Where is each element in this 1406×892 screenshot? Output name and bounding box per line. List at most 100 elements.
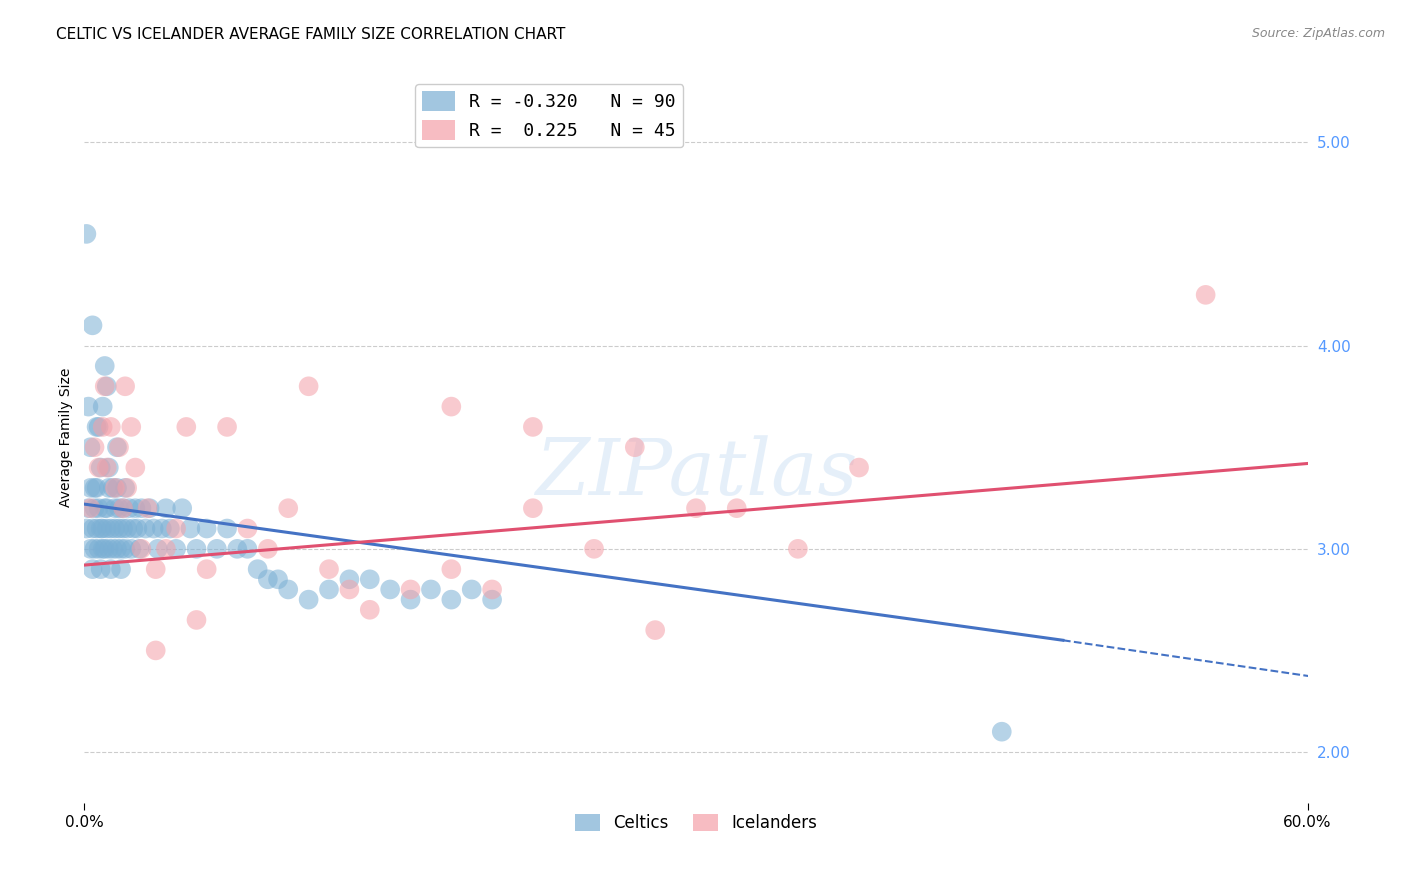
- Point: [101, 481, 124, 495]
- Point: [267, 572, 290, 586]
- Point: [787, 541, 810, 556]
- Point: [83, 481, 105, 495]
- Point: [91, 521, 114, 535]
- Point: [195, 562, 218, 576]
- Point: [172, 501, 194, 516]
- Point: [120, 541, 142, 556]
- Point: [104, 481, 127, 495]
- Point: [105, 440, 128, 454]
- Point: [159, 521, 181, 535]
- Point: [165, 541, 187, 556]
- Point: [420, 582, 443, 597]
- Point: [522, 501, 544, 516]
- Point: [100, 420, 122, 434]
- Point: [87, 501, 110, 516]
- Point: [257, 572, 280, 586]
- Point: [277, 582, 299, 597]
- Point: [91, 420, 114, 434]
- Text: CELTIC VS ICELANDER AVERAGE FAMILY SIZE CORRELATION CHART: CELTIC VS ICELANDER AVERAGE FAMILY SIZE …: [56, 27, 565, 42]
- Point: [100, 521, 122, 535]
- Point: [105, 541, 128, 556]
- Point: [77, 400, 100, 414]
- Point: [174, 420, 197, 434]
- Point: [97, 481, 120, 495]
- Point: [93, 379, 115, 393]
- Point: [79, 541, 101, 556]
- Point: [112, 501, 135, 516]
- Point: [142, 521, 165, 535]
- Point: [115, 481, 138, 495]
- Point: [380, 582, 402, 597]
- Point: [114, 379, 136, 393]
- Point: [79, 501, 101, 516]
- Point: [127, 521, 149, 535]
- Point: [145, 643, 167, 657]
- Point: [93, 541, 115, 556]
- Point: [82, 562, 104, 576]
- Point: [87, 541, 110, 556]
- Point: [165, 521, 187, 535]
- Point: [105, 481, 128, 495]
- Point: [87, 460, 110, 475]
- Point: [108, 521, 131, 535]
- Point: [991, 724, 1014, 739]
- Point: [114, 541, 136, 556]
- Point: [87, 420, 110, 434]
- Point: [82, 318, 104, 333]
- Point: [1195, 288, 1218, 302]
- Point: [93, 359, 115, 373]
- Point: [298, 592, 321, 607]
- Point: [82, 521, 104, 535]
- Point: [97, 541, 120, 556]
- Point: [481, 582, 503, 597]
- Y-axis label: Average Family Size: Average Family Size: [59, 368, 73, 507]
- Point: [461, 582, 484, 597]
- Point: [93, 501, 115, 516]
- Point: [440, 562, 463, 576]
- Point: [124, 501, 146, 516]
- Point: [91, 541, 114, 556]
- Point: [359, 603, 381, 617]
- Point: [644, 623, 666, 637]
- Point: [440, 400, 463, 414]
- Point: [108, 440, 131, 454]
- Point: [195, 521, 218, 535]
- Point: [96, 501, 118, 516]
- Point: [114, 481, 136, 495]
- Point: [217, 420, 239, 434]
- Point: [481, 592, 503, 607]
- Point: [440, 592, 463, 607]
- Point: [155, 541, 177, 556]
- Point: [96, 521, 118, 535]
- Point: [359, 572, 381, 586]
- Point: [318, 582, 340, 597]
- Point: [108, 501, 131, 516]
- Point: [257, 541, 280, 556]
- Point: [522, 420, 544, 434]
- Point: [86, 521, 108, 535]
- Point: [399, 582, 422, 597]
- Point: [186, 613, 208, 627]
- Point: [90, 460, 112, 475]
- Point: [179, 521, 201, 535]
- Point: [83, 541, 105, 556]
- Point: [112, 521, 135, 535]
- Point: [725, 501, 748, 516]
- Point: [155, 501, 177, 516]
- Point: [120, 420, 142, 434]
- Point: [146, 541, 169, 556]
- Point: [86, 481, 108, 495]
- Point: [83, 501, 105, 516]
- Point: [226, 541, 249, 556]
- Point: [339, 572, 361, 586]
- Point: [104, 521, 127, 535]
- Point: [145, 562, 167, 576]
- Point: [115, 521, 138, 535]
- Point: [399, 592, 422, 607]
- Point: [100, 562, 122, 576]
- Point: [110, 562, 132, 576]
- Point: [75, 521, 97, 535]
- Point: [318, 562, 340, 576]
- Point: [339, 582, 361, 597]
- Point: [122, 521, 145, 535]
